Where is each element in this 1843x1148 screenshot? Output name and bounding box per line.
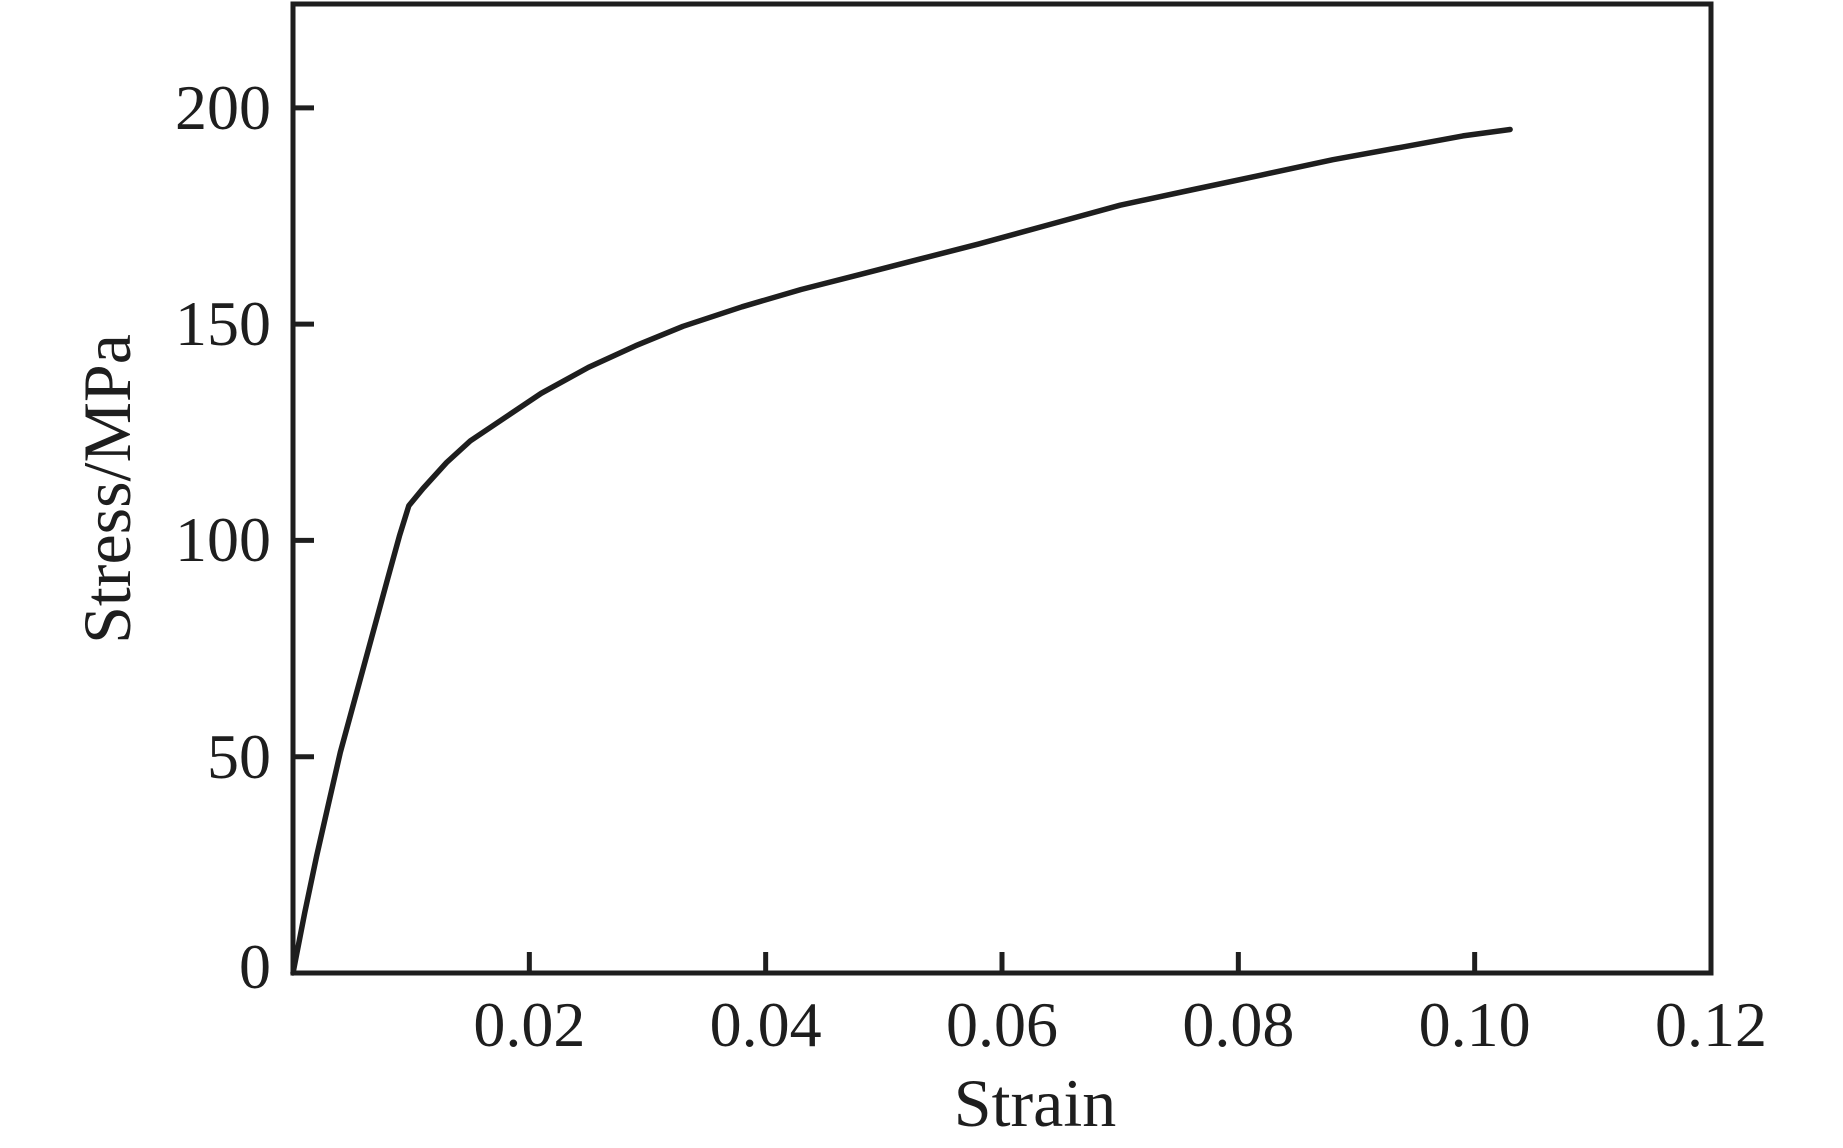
axis-tick-marks <box>293 105 1478 973</box>
x-tick-label-0.06: 0.06 <box>946 989 1058 1060</box>
y-tick-label-100: 100 <box>175 504 271 576</box>
x-tick-label-0.12: 0.12 <box>1655 989 1767 1060</box>
y-tick-label-0: 0 <box>239 931 271 1002</box>
x-tick-label-0.02: 0.02 <box>473 989 586 1060</box>
x-tick-label-0.04: 0.04 <box>709 989 822 1060</box>
x-axis-label: Strain <box>953 1065 1117 1141</box>
plot-border <box>290 1 1714 976</box>
x-tick-label-0.08: 0.08 <box>1182 989 1295 1060</box>
stress-strain-curve <box>290 126 1513 976</box>
y-tick-label-50: 50 <box>207 720 271 792</box>
y-tick-label-150: 150 <box>175 288 271 360</box>
x-tick-label-0.10: 0.10 <box>1418 989 1531 1060</box>
y-tick-label-200: 200 <box>175 71 271 143</box>
y-axis-label: Stress/MPa <box>69 334 145 644</box>
